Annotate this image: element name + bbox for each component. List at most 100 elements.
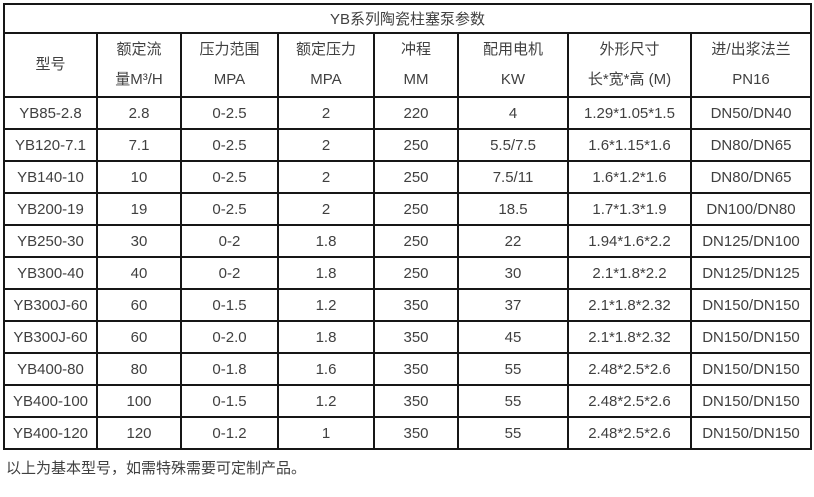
- table-cell: DN100/DN80: [689, 192, 813, 226]
- column-header-unit: MPA: [213, 71, 246, 88]
- table-cell: 0-2: [180, 224, 279, 258]
- table-cell: 37: [457, 288, 569, 322]
- table-cell: 2.1*1.8*2.32: [567, 288, 692, 322]
- table-cell: 60: [96, 320, 182, 354]
- table-cell: 0-1.5: [180, 384, 279, 418]
- table-cell: 1.6*1.15*1.6: [567, 128, 692, 162]
- model-cell: YB200-19: [3, 192, 98, 226]
- table-cell: 350: [373, 416, 459, 450]
- table-cell: 7.5/11: [457, 160, 569, 194]
- table-row: YB85-2.8 2.8 0-2.5 2 220 4 1.29*1.05*1.5 DN50/D…: [3, 96, 813, 130]
- table-cell: 2.8: [96, 96, 182, 130]
- table-cell: 350: [373, 352, 459, 386]
- table-cell: 0-2.5: [180, 128, 279, 162]
- table-cell: DN150/DN150: [689, 320, 813, 354]
- table-cell: 1.2: [277, 384, 375, 418]
- table-cell: 2.48*2.5*2.6: [567, 384, 692, 418]
- column-header-label: 进/出浆法兰: [711, 41, 791, 58]
- table-cell: 0-2.0: [180, 320, 279, 354]
- column-header-flange: 进/出浆法兰 PN16: [689, 32, 813, 98]
- column-header-rated-flow: 额定流 量M³/H: [96, 32, 182, 98]
- table-cell: 0-1.8: [180, 352, 279, 386]
- table-cell: 2.48*2.5*2.6: [567, 352, 692, 386]
- table-title: YB系列陶瓷柱塞泵参数: [2, 3, 813, 34]
- column-header-unit: 量M³/H: [115, 71, 163, 88]
- table-cell: 18.5: [457, 192, 569, 226]
- table-cell: DN80/DN65: [689, 128, 813, 162]
- table-cell: DN150/DN150: [689, 384, 813, 418]
- table-cell: 250: [373, 224, 459, 258]
- model-cell: YB400-120: [3, 416, 98, 450]
- table-cell: 1.8: [277, 320, 375, 354]
- table-header-row: 型号 额定流 量M³/H 压力范围 MPA 额定压力 MPA 冲程 MM 配用电…: [3, 32, 813, 98]
- table-cell: 1.94*1.6*2.2: [567, 224, 692, 258]
- table-cell: 120: [96, 416, 182, 450]
- column-header-stroke: 冲程 MM: [373, 32, 459, 98]
- table-cell: 350: [373, 320, 459, 354]
- column-header-unit: MPA: [310, 71, 342, 88]
- column-header-unit: KW: [500, 71, 526, 88]
- column-header-label: 外形尺寸: [599, 41, 660, 58]
- table-row: YB400-100 100 0-1.5 1.2 350 55 2.48*2.5*2.6 DN1…: [3, 384, 813, 418]
- table-cell: 220: [373, 96, 459, 130]
- table-cell: 0-1.5: [180, 288, 279, 322]
- model-cell: YB300J-60: [3, 320, 98, 354]
- table-cell: DN125/DN100: [689, 224, 813, 258]
- table-row: YB300J-60 60 0-2.0 1.8 350 45 2.1*1.8*2.32 DN15…: [3, 320, 813, 354]
- column-header-unit: MM: [403, 71, 429, 88]
- table-cell: 4: [457, 96, 569, 130]
- table-body: YB85-2.8 2.8 0-2.5 2 220 4 1.29*1.05*1.5 DN50/D…: [3, 96, 813, 450]
- table-row: YB140-10 10 0-2.5 2 250 7.5/11 1.6*1.2*1.6 DN80…: [3, 160, 813, 194]
- table-cell: 2.1*1.8*2.2: [567, 256, 692, 290]
- table-cell: 1.8: [277, 224, 375, 258]
- table-cell: 5.5/7.5: [457, 128, 569, 162]
- column-header-pressure-range: 压力范围 MPA: [180, 32, 279, 98]
- table-row: YB400-120 120 0-1.2 1 350 55 2.48*2.5*2.6 DN150…: [3, 416, 813, 450]
- model-cell: YB120-7.1: [3, 128, 98, 162]
- table-cell: 55: [457, 352, 569, 386]
- model-cell: YB400-80: [3, 352, 98, 386]
- table-cell: 0-2.5: [180, 160, 279, 194]
- model-cell: YB400-100: [3, 384, 98, 418]
- table-cell: 2.1*1.8*2.32: [567, 320, 692, 354]
- table-cell: 1.6*1.2*1.6: [567, 160, 692, 194]
- table-cell: 30: [457, 256, 569, 290]
- table-cell: 22: [457, 224, 569, 258]
- table-cell: 1.7*1.3*1.9: [567, 192, 692, 226]
- model-cell: YB300-40: [3, 256, 98, 290]
- table-row: YB300-40 40 0-2 1.8 250 30 2.1*1.8*2.2 DN125/DN…: [3, 256, 813, 290]
- table-cell: 350: [373, 288, 459, 322]
- table-cell: 1.6: [277, 352, 375, 386]
- table-cell: 40: [96, 256, 182, 290]
- model-cell: YB250-30: [3, 224, 98, 258]
- column-header-unit: PN16: [732, 71, 770, 88]
- column-header-label: 型号: [35, 56, 66, 73]
- table-cell: 0-1.2: [180, 416, 279, 450]
- column-header-model: 型号: [3, 32, 98, 98]
- table-cell: 2.48*2.5*2.6: [567, 416, 692, 450]
- table-cell: 250: [373, 128, 459, 162]
- table-cell: 80: [96, 352, 182, 386]
- table-cell: 1.2: [277, 288, 375, 322]
- table-row: YB200-19 19 0-2.5 2 250 18.5 1.7*1.3*1.9 DN100/…: [3, 192, 813, 226]
- table-cell: 30: [96, 224, 182, 258]
- table-row: YB300J-60 60 0-1.5 1.2 350 37 2.1*1.8*2.32 DN15…: [3, 288, 813, 322]
- table-cell: 10: [96, 160, 182, 194]
- table-cell: 250: [373, 192, 459, 226]
- table-cell: DN125/DN125: [689, 256, 813, 290]
- table-cell: 1.8: [277, 256, 375, 290]
- table-row: YB120-7.1 7.1 0-2.5 2 250 5.5/7.5 1.6*1.15*1.6…: [3, 128, 813, 162]
- table-cell: 2: [277, 192, 375, 226]
- table-cell: DN150/DN150: [689, 352, 813, 386]
- table-title-row: YB系列陶瓷柱塞泵参数: [2, 3, 813, 34]
- table-cell: 2: [277, 160, 375, 194]
- column-header-label: 额定流: [116, 41, 162, 58]
- table-cell: 2: [277, 96, 375, 130]
- table-row: YB400-80 80 0-1.8 1.6 350 55 2.48*2.5*2.6 DN150…: [3, 352, 813, 386]
- table-row: YB250-30 30 0-2 1.8 250 22 1.94*1.6*2.2 DN125/D…: [3, 224, 813, 258]
- pump-spec-table: YB系列陶瓷柱塞泵参数 型号 额定流 量M³/H 压力范围 MPA 额定压力 M…: [2, 3, 813, 450]
- column-header-label: 额定压力: [295, 41, 356, 58]
- table-cell: 0-2.5: [180, 192, 279, 226]
- table-cell: 350: [373, 384, 459, 418]
- table-cell: DN150/DN150: [689, 288, 813, 322]
